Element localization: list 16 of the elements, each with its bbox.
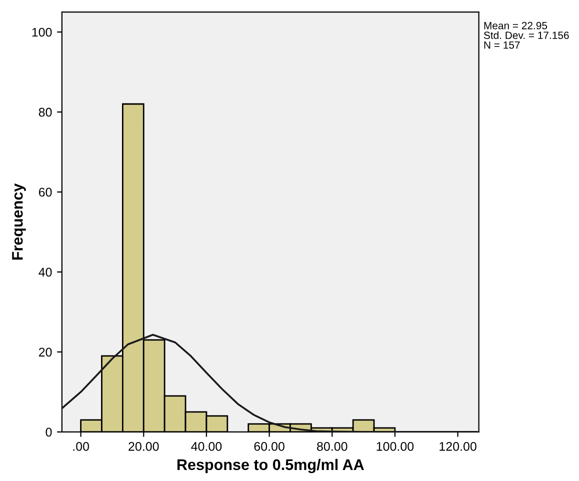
y-tick-label: 0	[46, 428, 52, 437]
x-tick-label: 60.00	[254, 442, 284, 451]
x-tick-label: .00	[73, 442, 89, 451]
y-axis-title: Frequency	[12, 183, 26, 260]
x-tick-label: 40.00	[191, 442, 222, 451]
text: Mean = 22.95 Std. Dev. = 17.156 N = 157	[484, 22, 569, 49]
y-tick-label: 80	[38, 108, 52, 117]
x-axis-title: Response to 0.5mg/ml AA	[177, 458, 364, 474]
x-tick-label: 80.00	[317, 442, 348, 451]
y-tick-label: 20	[38, 348, 52, 357]
x-tick-label: 120.00	[440, 442, 476, 451]
y-tick-label: 60	[38, 188, 52, 197]
x-tick-label: 100.00	[376, 442, 414, 451]
y-tick-label: 100	[32, 28, 52, 37]
x-tick-label: 20.00	[128, 442, 159, 451]
y-tick-label: 40	[38, 268, 52, 277]
